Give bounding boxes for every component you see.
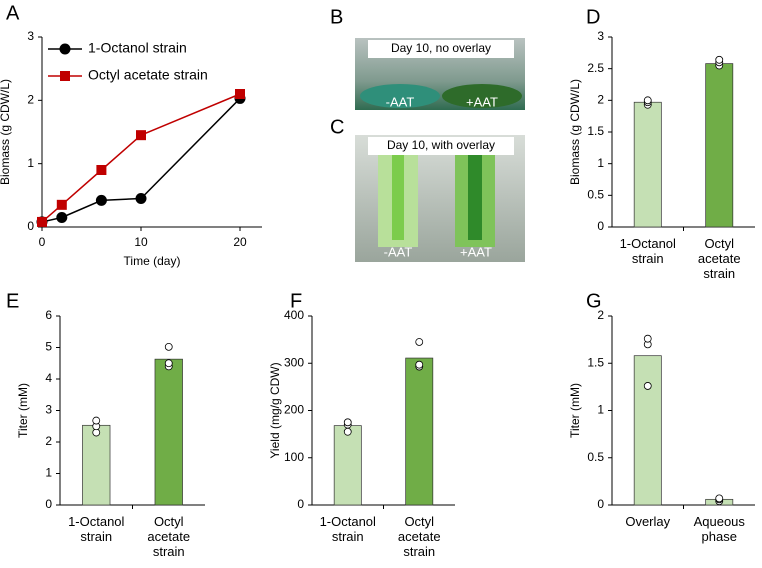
caption: Day 10, no overlay	[391, 41, 491, 55]
x-tick-label: 1-Octanol strain	[620, 236, 676, 266]
replicate-point	[415, 338, 424, 346]
y-tick-label: 1	[597, 156, 604, 170]
y-tick-label: 3	[27, 29, 34, 43]
marker	[56, 199, 67, 210]
replicate-point	[715, 494, 724, 503]
replicate-point	[415, 360, 424, 369]
photo-label: +AAT	[466, 94, 498, 109]
y-tick-label: 0	[297, 497, 304, 511]
photo-label: -AAT	[384, 244, 413, 259]
bar	[154, 358, 183, 506]
legend-marker	[59, 43, 71, 55]
photo-label: +AAT	[460, 244, 492, 259]
legend-label: Octyl acetate strain	[88, 67, 208, 83]
marker	[95, 194, 107, 206]
x-tick-label: Overlay	[625, 514, 670, 529]
legend-marker	[60, 71, 70, 81]
x-tick-label: 0	[39, 235, 46, 249]
x-tick-label: 10	[134, 235, 148, 249]
y-tick-label: 0	[597, 219, 604, 233]
y-tick-label: 5	[45, 340, 52, 354]
marker	[136, 130, 146, 141]
marker	[235, 89, 245, 99]
panel-label: F	[290, 290, 302, 312]
caption: Day 10, with overlay	[387, 138, 495, 152]
y-tick-label: 2.5	[587, 61, 604, 75]
y-tick-label: 1	[597, 403, 604, 417]
replicate-point	[92, 416, 101, 425]
y-axis-label: Biomass (g CDW/L)	[568, 79, 582, 185]
y-tick-label: 0.5	[587, 450, 604, 464]
flask	[442, 84, 522, 108]
replicate-point	[343, 418, 352, 427]
replicate-point	[164, 359, 173, 368]
y-tick-label: 0	[27, 219, 34, 233]
panel-label: G	[586, 290, 602, 312]
y-tick-label: 1.5	[587, 355, 604, 369]
y-axis-label: Biomass (g CDW/L)	[0, 79, 12, 185]
bar	[333, 425, 362, 506]
x-tick-label: Octyl acetate strain	[147, 514, 190, 559]
y-tick-label: 1	[45, 466, 52, 480]
bar	[82, 424, 111, 506]
bar	[705, 63, 734, 228]
bar	[633, 355, 662, 506]
x-axis-label: Time (day)	[124, 254, 181, 268]
marker	[135, 193, 147, 204]
panel-label: C	[330, 116, 344, 138]
y-tick-label: 2	[45, 434, 52, 448]
panel-label: E	[6, 290, 19, 312]
replicate-point	[343, 427, 352, 436]
y-tick-label: 2	[27, 93, 34, 107]
caption-box	[368, 137, 514, 155]
photo-c: C Day 10, with overlay -AAT +AAT	[330, 116, 525, 262]
y-axis-label: Titer (mM)	[568, 383, 582, 438]
y-tick-label: 1	[27, 156, 34, 170]
x-tick-label: 1-Octanol strain	[68, 514, 124, 544]
panel-label: B	[330, 6, 343, 28]
y-axis-label: Yield (mg/g CDW)	[268, 362, 282, 458]
y-tick-label: 2	[597, 93, 604, 107]
bar	[405, 357, 434, 506]
y-tick-label: 100	[284, 450, 304, 464]
y-tick-label: 0	[45, 497, 52, 511]
y-tick-label: 300	[284, 355, 304, 369]
caption-box	[368, 40, 514, 58]
replicate-point	[715, 55, 724, 64]
y-tick-label: 6	[45, 308, 52, 322]
y-tick-label: 400	[284, 308, 304, 322]
flask	[360, 84, 440, 108]
y-tick-label: 3	[45, 403, 52, 417]
replicate-point	[643, 334, 652, 343]
cuvette	[468, 155, 482, 240]
panel-label: A	[6, 2, 20, 24]
y-tick-label: 1.5	[587, 124, 604, 138]
y-tick-label: 2	[597, 308, 604, 322]
bar	[633, 101, 662, 228]
y-tick-label: 3	[597, 29, 604, 43]
photo-label: -AAT	[386, 94, 415, 109]
y-axis-label: Titer (mM)	[16, 383, 30, 438]
x-tick-label: Octyl acetate strain	[398, 514, 441, 559]
replicate-point	[164, 342, 173, 351]
photo-b: B Day 10, no overlay -AAT +AAT	[330, 6, 525, 110]
legend-label: 1-Octanol strain	[88, 40, 187, 56]
x-tick-label: Aqueous phase	[694, 514, 746, 544]
x-tick-label: 20	[233, 235, 247, 249]
y-tick-label: 200	[284, 403, 304, 417]
marker	[96, 165, 107, 175]
cuvette	[392, 155, 404, 240]
y-tick-label: 4	[45, 371, 52, 385]
marker	[56, 212, 68, 223]
x-tick-label: 1-Octanol strain	[320, 514, 376, 544]
replicate-point	[643, 96, 652, 105]
marker	[37, 216, 47, 227]
replicate-point	[643, 382, 652, 390]
y-tick-label: 0	[597, 497, 604, 511]
x-tick-label: Octyl acetate strain	[698, 236, 741, 281]
panel-label: D	[586, 6, 600, 28]
y-tick-label: 0.5	[587, 188, 604, 202]
